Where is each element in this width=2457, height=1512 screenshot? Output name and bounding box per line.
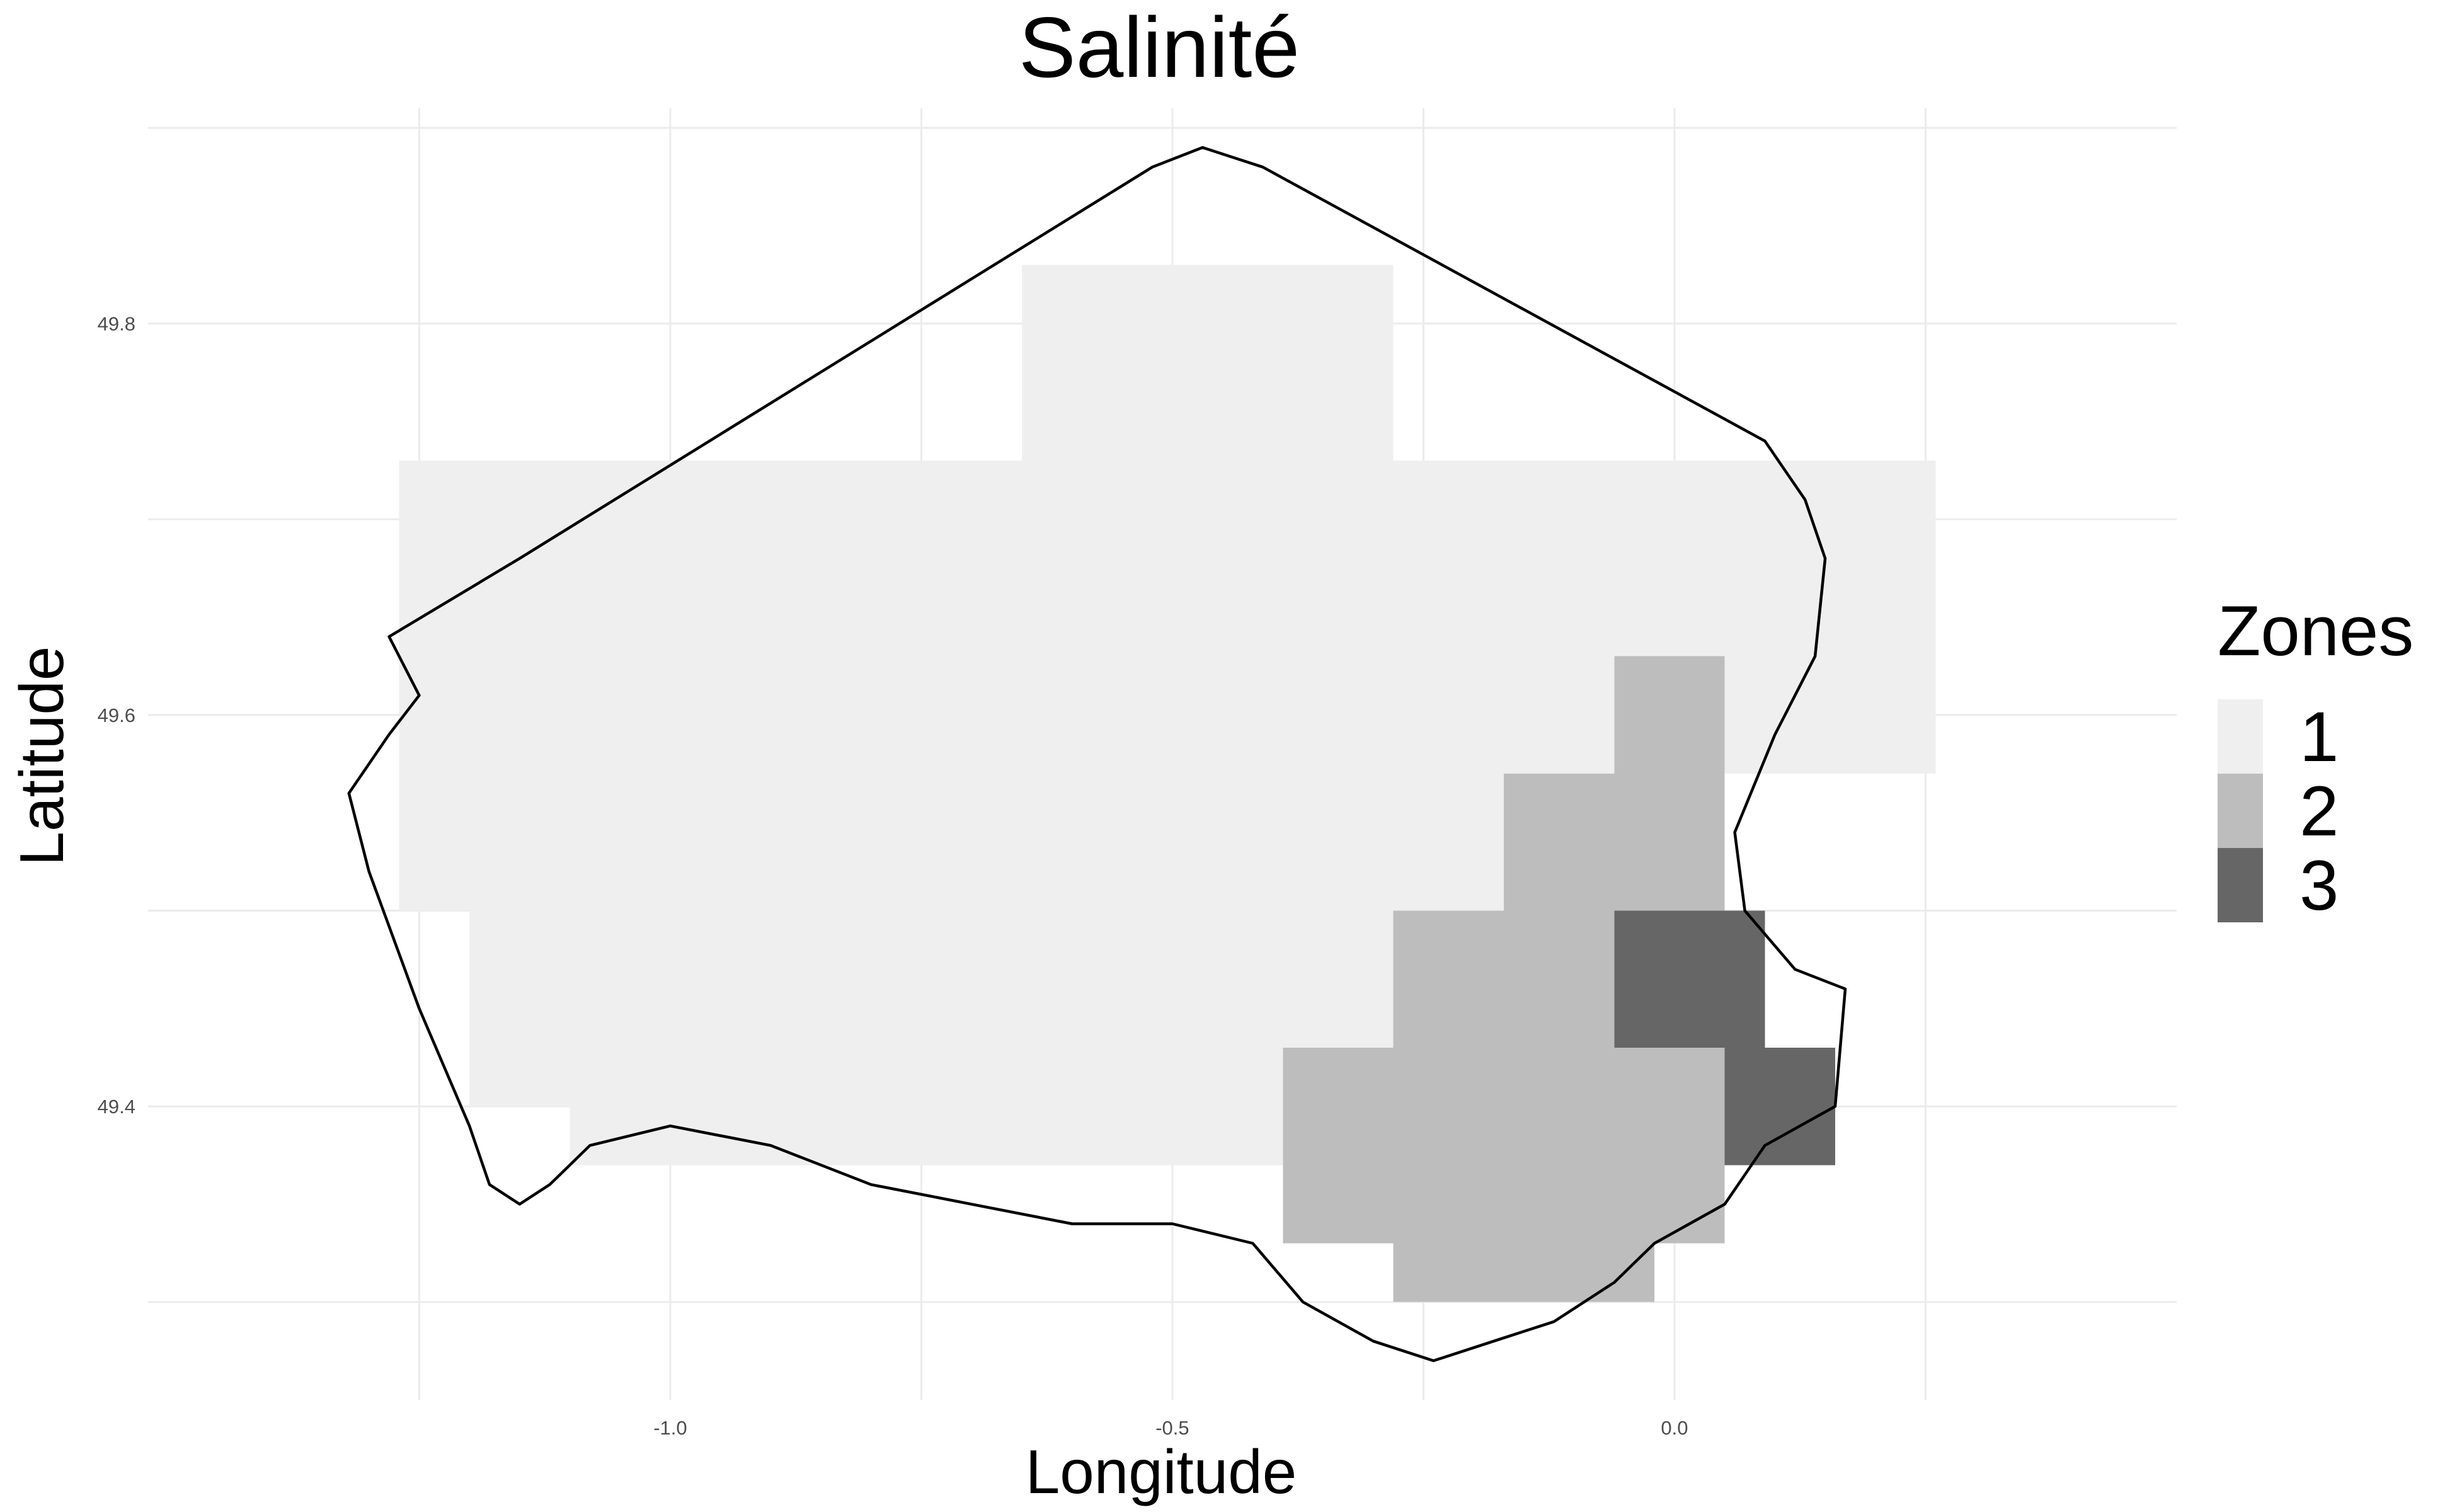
legend: Zones 123: [2218, 592, 2414, 925]
legend-title: Zones: [2218, 592, 2414, 670]
zone-cells: [399, 265, 1936, 1302]
x-axis-title: Longitude: [1026, 1437, 1297, 1506]
zone-2-cell: [1503, 774, 1725, 911]
x-tick-label: -1.0: [653, 1417, 687, 1439]
zone-3-cell: [1614, 910, 1765, 1048]
zone-1-cell: [399, 774, 1504, 911]
y-tick-label: 49.4: [98, 1096, 135, 1118]
legend-label-3: 3: [2300, 846, 2339, 925]
y-tick-label: 49.8: [98, 313, 135, 335]
y-tick-label: 49.6: [98, 704, 135, 726]
x-tick-label: -0.5: [1155, 1417, 1189, 1439]
legend-label-1: 1: [2300, 697, 2339, 776]
zone-1-cell: [469, 1047, 1283, 1107]
zone-1-cell: [1021, 265, 1394, 461]
zone-2-cell: [1283, 1047, 1725, 1244]
legend-entries: 123: [2218, 697, 2339, 925]
zone-2-cell: [1614, 656, 1725, 774]
coastline-boundary: [347, 146, 1847, 1363]
zone-1-cell: [399, 461, 1936, 656]
zone-2-cell: [1393, 1243, 1655, 1302]
zone-1-cell: [469, 910, 1394, 1048]
zone-2-cell: [1393, 910, 1615, 1048]
legend-label-2: 2: [2300, 772, 2339, 850]
y-axis-title: Latitude: [7, 646, 76, 866]
x-tick-label: 0.0: [1661, 1417, 1688, 1439]
legend-key-3: [2218, 848, 2263, 922]
zone-1-cell: [570, 1106, 1283, 1166]
axis-ticks: -1.0 -0.5 0.0 49.8 49.6 49.4: [98, 313, 1688, 1439]
zone-3-cell: [1724, 1047, 1836, 1166]
legend-key-1: [2218, 699, 2263, 774]
legend-key-2: [2218, 774, 2263, 848]
chart-title: Salinité: [1019, 0, 1300, 95]
